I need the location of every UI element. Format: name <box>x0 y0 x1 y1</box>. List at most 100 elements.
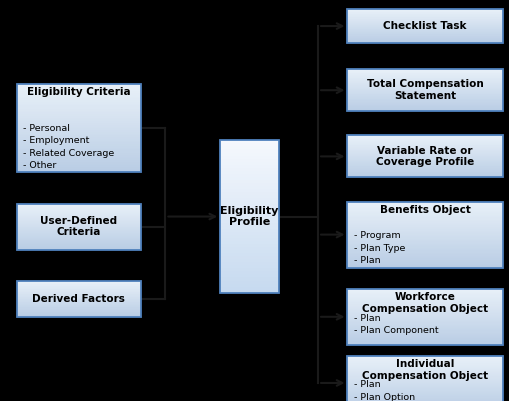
Bar <box>347 231 503 232</box>
Bar <box>347 21 503 22</box>
Bar <box>16 313 141 314</box>
Bar <box>347 329 503 330</box>
Bar <box>347 227 503 228</box>
Bar <box>347 209 503 211</box>
Bar <box>347 205 503 207</box>
Bar <box>347 356 503 357</box>
Bar <box>347 380 503 381</box>
Bar <box>220 211 279 213</box>
Bar <box>347 334 503 335</box>
Bar <box>16 158 141 160</box>
Bar <box>347 23 503 24</box>
Bar <box>16 148 141 150</box>
Bar <box>347 369 503 370</box>
Bar <box>16 224 141 225</box>
Bar <box>220 271 279 274</box>
Bar <box>347 153 503 154</box>
Bar <box>347 358 503 359</box>
Bar <box>16 217 141 218</box>
Bar <box>347 14 503 15</box>
Bar <box>220 256 279 259</box>
Bar <box>16 291 141 292</box>
Bar <box>16 98 141 100</box>
Text: Derived Factors: Derived Factors <box>33 294 125 304</box>
Bar <box>220 207 279 211</box>
Bar <box>16 234 141 235</box>
Bar <box>347 99 503 100</box>
Bar <box>16 237 141 238</box>
Bar <box>220 144 279 146</box>
Bar <box>220 247 279 250</box>
Bar <box>16 118 141 119</box>
Bar <box>16 284 141 285</box>
Bar <box>16 100 141 102</box>
Bar <box>220 232 279 235</box>
Bar <box>347 306 503 307</box>
Bar <box>347 262 503 264</box>
Bar <box>347 237 503 239</box>
Bar <box>16 146 141 148</box>
Bar <box>16 169 141 171</box>
Bar <box>347 373 503 374</box>
Bar <box>347 171 503 172</box>
Bar <box>220 268 279 271</box>
Bar <box>347 77 503 78</box>
Bar <box>347 320 503 321</box>
Bar <box>16 215 141 217</box>
Bar <box>347 310 503 311</box>
Bar <box>347 31 503 32</box>
Bar <box>347 232 503 233</box>
Bar <box>347 78 503 79</box>
Bar <box>347 356 503 401</box>
Bar <box>347 20 503 21</box>
Text: User-Defined
Criteria: User-Defined Criteria <box>40 216 118 237</box>
Text: Individual
Compensation Object: Individual Compensation Object <box>362 359 488 381</box>
Bar <box>16 93 141 95</box>
Bar <box>16 314 141 315</box>
Bar <box>16 227 141 229</box>
Bar <box>16 247 141 248</box>
Bar <box>16 289 141 290</box>
Bar <box>347 76 503 77</box>
Bar <box>347 154 503 155</box>
Bar <box>16 304 141 305</box>
Bar <box>347 161 503 162</box>
Bar <box>347 88 503 89</box>
Bar <box>16 286 141 287</box>
Bar <box>16 144 141 146</box>
Bar <box>347 387 503 388</box>
Bar <box>347 146 503 147</box>
Bar <box>347 324 503 325</box>
Bar <box>16 211 141 212</box>
Bar <box>347 398 503 399</box>
Bar <box>347 386 503 387</box>
Bar <box>347 256 503 257</box>
Bar <box>16 142 141 144</box>
Bar <box>347 89 503 90</box>
Bar <box>347 243 503 244</box>
Bar <box>347 39 503 40</box>
Bar <box>347 28 503 29</box>
Bar <box>16 91 141 93</box>
Bar <box>16 171 141 172</box>
Bar <box>347 93 503 95</box>
Bar <box>347 164 503 165</box>
Bar <box>347 102 503 103</box>
Bar <box>220 189 279 192</box>
Bar <box>347 142 503 143</box>
Bar <box>347 360 503 361</box>
Text: Variable Rate or
Coverage Profile: Variable Rate or Coverage Profile <box>376 146 474 167</box>
Bar <box>347 81 503 82</box>
Bar <box>16 88 141 89</box>
Bar <box>347 378 503 379</box>
Bar <box>220 201 279 205</box>
Bar <box>16 241 141 242</box>
Text: Eligibility Criteria: Eligibility Criteria <box>27 87 131 97</box>
Bar <box>16 127 141 128</box>
Bar <box>347 366 503 367</box>
Bar <box>220 259 279 262</box>
Bar <box>16 109 141 111</box>
Bar <box>220 152 279 156</box>
Bar <box>347 301 503 302</box>
Bar <box>16 302 141 303</box>
